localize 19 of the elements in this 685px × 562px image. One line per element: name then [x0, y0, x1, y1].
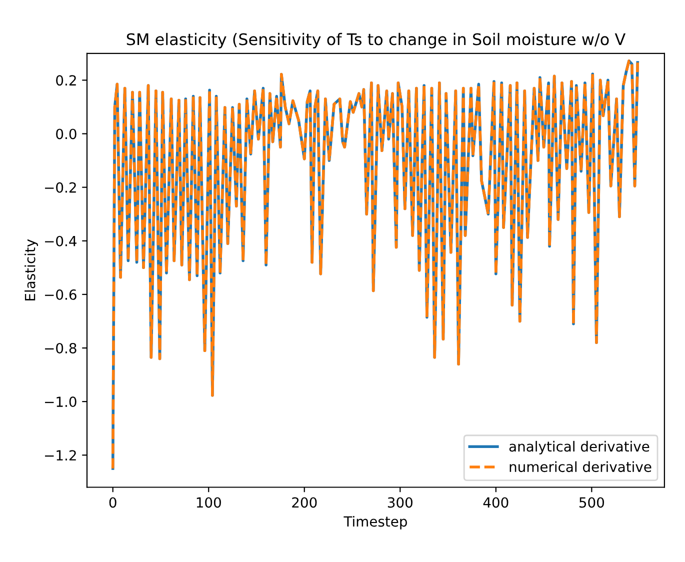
y-tick-label: −0.4 [45, 236, 76, 246]
chart-title: SM elasticity (Sensitivity of Ts to change in Soil moisture w/o V [126, 32, 626, 48]
x-tick-label: 300 [388, 497, 412, 508]
x-tick-label: 200 [292, 497, 317, 508]
y-tick-label: 0.0 [56, 128, 76, 140]
y-axis-title: Elasticity [24, 239, 38, 300]
y-tick-label: 0.2 [56, 75, 76, 86]
x-axis-title: Timestep [344, 516, 407, 530]
y-tick-label: −0.2 [45, 182, 76, 193]
x-tick-label: 400 [483, 497, 508, 508]
y-tick-label: −1.2 [45, 450, 76, 460]
x-tick-label: 0 [109, 497, 116, 508]
y-tick-label: −0.8 [45, 342, 76, 354]
x-tick-label: 500 [579, 497, 604, 508]
y-tick-label: −0.6 [45, 289, 76, 300]
x-tick-label: 100 [196, 497, 221, 508]
y-tick-label: −1.0 [45, 396, 76, 408]
legend-label: analytical derivative [509, 440, 650, 454]
legend-label: numerical derivative [510, 461, 652, 472]
